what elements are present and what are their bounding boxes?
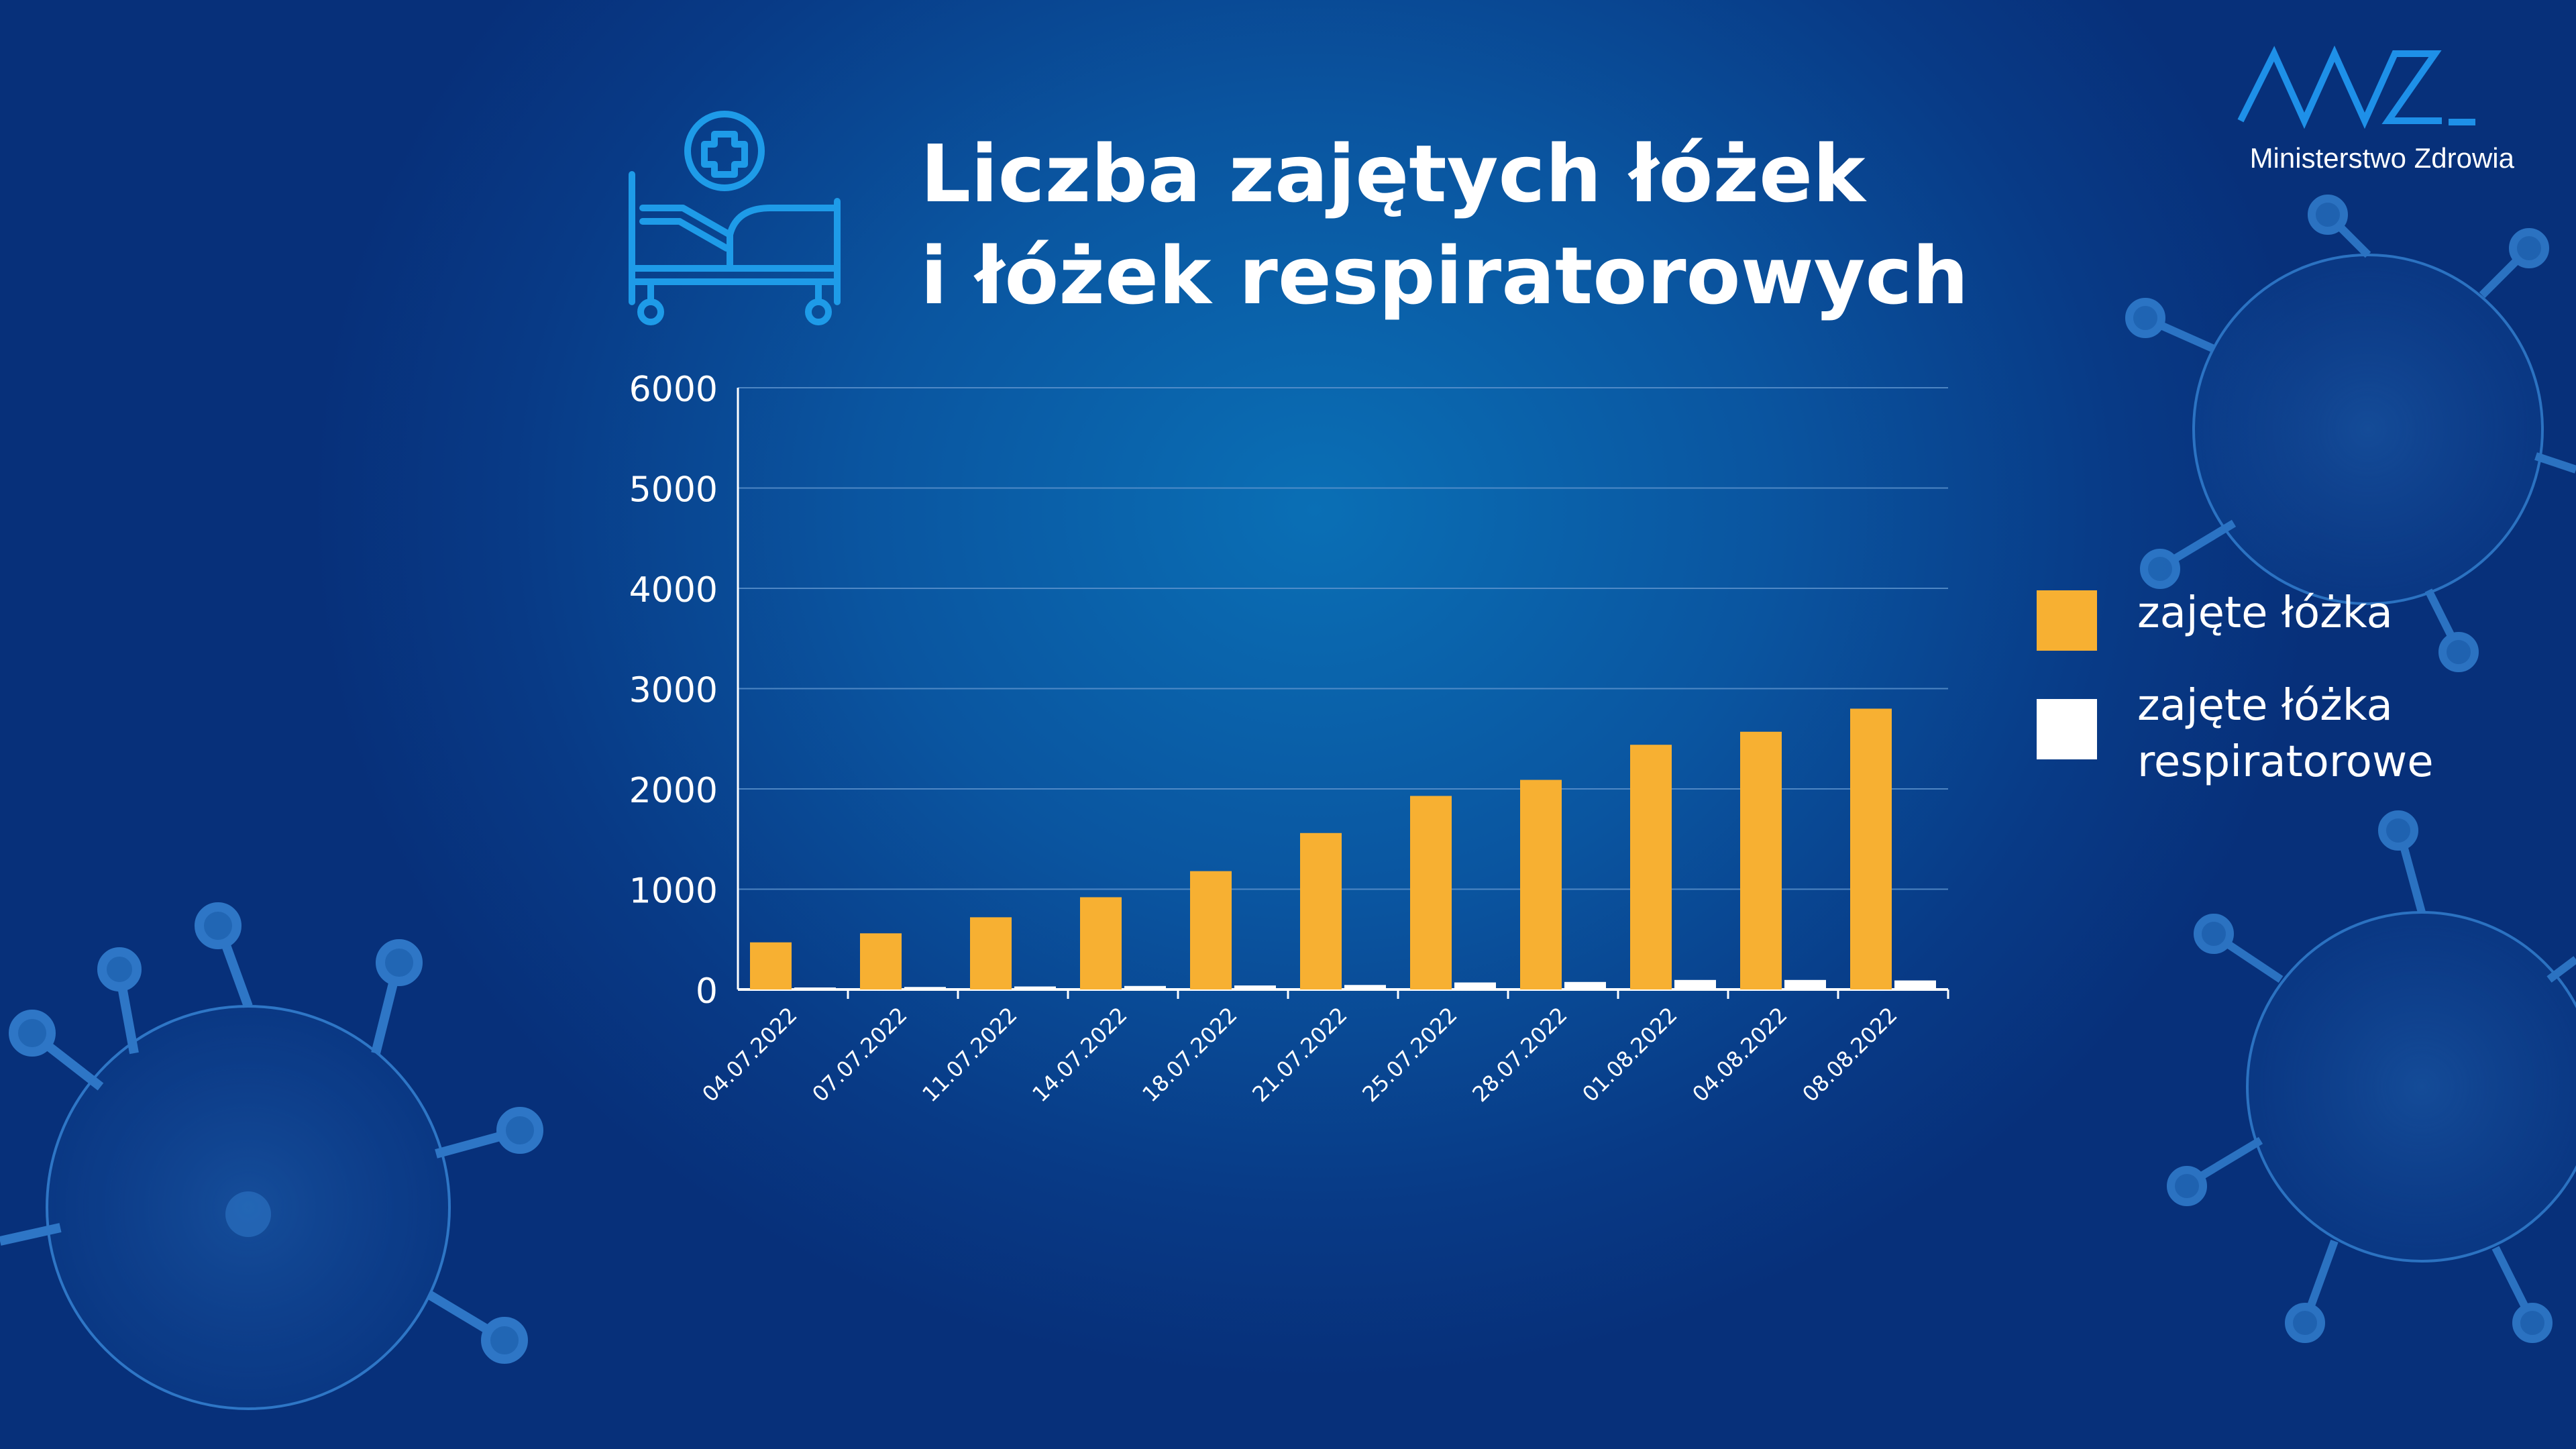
- legend-label-occupied-beds: zajęte łóżka: [2137, 588, 2393, 638]
- x-tick-label: 04.08.2022: [1687, 1002, 1792, 1107]
- bar-occupied-beds: [860, 933, 902, 989]
- bar-respirator-beds: [1124, 985, 1166, 989]
- x-tick-label: 07.07.2022: [807, 1002, 912, 1107]
- y-tick-label: 5000: [629, 470, 718, 511]
- hospital-bed-icon: [629, 111, 841, 325]
- ministry-logo-text: Ministerstwo Zdrowia: [2249, 142, 2514, 174]
- virus-right-top-icon: [2125, 195, 2576, 672]
- bar-respirator-beds: [1784, 979, 1826, 989]
- bar-respirator-beds: [794, 987, 836, 989]
- bar-respirator-beds: [1674, 979, 1716, 989]
- bar-respirator-beds: [1894, 980, 1936, 989]
- x-tick-label: 28.07.2022: [1467, 1002, 1572, 1107]
- page-title-line-1: Liczba zajętych łóżek: [920, 127, 1866, 220]
- virus-right-bottom-icon: [2167, 810, 2576, 1343]
- bar-occupied-beds: [1410, 796, 1452, 989]
- y-tick-label: 4000: [629, 570, 718, 610]
- legend-swatch-occupied-beds: [2037, 590, 2097, 651]
- bar-occupied-beds: [1190, 871, 1232, 989]
- y-tick-label: 1000: [629, 871, 718, 912]
- x-tick-label: 21.07.2022: [1247, 1002, 1352, 1107]
- bar-occupied-beds: [970, 917, 1012, 989]
- y-tick-label: 2000: [629, 771, 718, 811]
- bar-respirator-beds: [1454, 982, 1496, 989]
- virus-left-bottom-icon: [0, 902, 543, 1410]
- x-tick-label: 08.08.2022: [1797, 1002, 1902, 1107]
- x-tick-label: 25.07.2022: [1357, 1002, 1462, 1107]
- bar-respirator-beds: [1564, 981, 1606, 989]
- x-tick-label: 01.08.2022: [1577, 1002, 1682, 1107]
- x-tick-label: 11.07.2022: [917, 1002, 1022, 1107]
- bar-respirator-beds: [1014, 986, 1056, 989]
- x-tick-label: 14.07.2022: [1027, 1002, 1132, 1107]
- y-tick-label: 0: [696, 971, 718, 1012]
- bar-occupied-beds: [1300, 833, 1342, 989]
- bar-occupied-beds: [1080, 897, 1122, 989]
- y-tick-label: 6000: [629, 370, 718, 410]
- bar-respirator-beds: [904, 987, 946, 989]
- bar-occupied-beds: [750, 942, 792, 989]
- y-tick-label: 3000: [629, 671, 718, 711]
- ministry-logo-icon: [2237, 45, 2475, 129]
- bar-occupied-beds: [1630, 745, 1672, 989]
- bar-respirator-beds: [1344, 985, 1386, 989]
- x-tick-label: 04.07.2022: [697, 1002, 802, 1107]
- x-tick-label: 18.07.2022: [1137, 1002, 1242, 1107]
- legend-label-respirator-beds: zajęte łóżka respiratorowe: [2137, 681, 2434, 787]
- bar-occupied-beds: [1850, 708, 1892, 989]
- bar-occupied-beds: [1740, 731, 1782, 989]
- bar-occupied-beds: [1520, 780, 1562, 989]
- legend-swatch-respirator-beds: [2037, 699, 2097, 759]
- bar-respirator-beds: [1234, 985, 1276, 989]
- page-title-line-2: i łóżek respiratorowych: [920, 229, 1969, 322]
